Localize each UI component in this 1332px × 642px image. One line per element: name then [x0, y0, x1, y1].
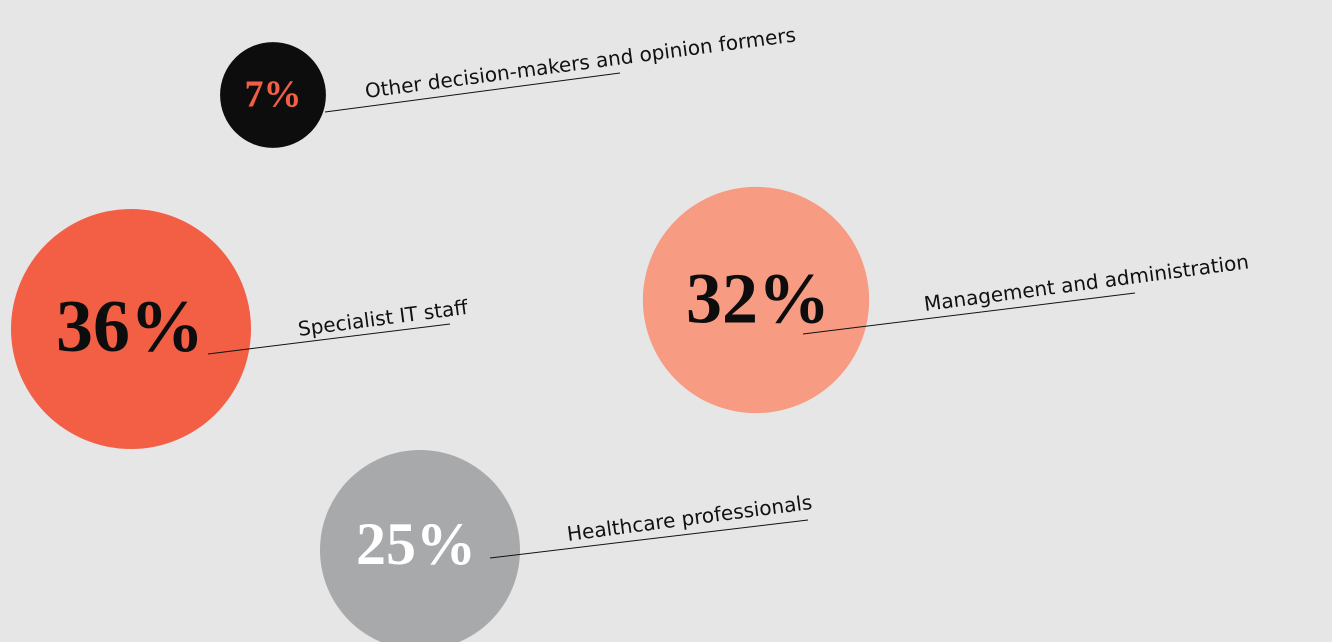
leader-line	[324, 72, 621, 113]
value-label: 32%	[686, 259, 830, 339]
leader-line	[802, 292, 1136, 335]
bubble	[642, 186, 870, 414]
value-label: 25%	[356, 511, 476, 577]
leader-line	[207, 323, 451, 355]
bubble	[11, 209, 251, 449]
bubble	[220, 42, 326, 148]
leader-line	[489, 519, 809, 559]
bubble	[320, 450, 520, 642]
value-label: 36%	[56, 286, 204, 368]
value-label: 7%	[245, 74, 302, 116]
